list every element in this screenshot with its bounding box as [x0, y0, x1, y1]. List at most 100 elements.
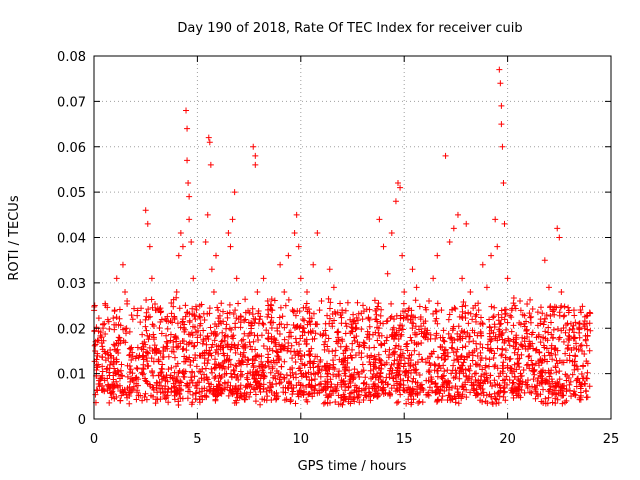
data-point: [110, 315, 117, 322]
data-point: [464, 377, 471, 384]
data-point: [390, 349, 397, 356]
data-point: [252, 386, 259, 393]
data-point: [240, 336, 247, 343]
data-point: [289, 307, 296, 314]
data-point: [191, 342, 198, 349]
data-point: [133, 396, 140, 403]
data-point: [196, 352, 203, 359]
data-point: [470, 382, 477, 389]
data-point: [281, 358, 288, 365]
data-point: [150, 372, 157, 379]
data-point: [558, 288, 565, 295]
data-point: [292, 400, 299, 407]
data-point: [486, 356, 493, 363]
data-point: [319, 386, 326, 393]
data-point: [213, 252, 220, 259]
data-point: [156, 325, 163, 332]
data-point: [530, 368, 537, 375]
data-point: [299, 316, 306, 323]
data-point: [436, 390, 443, 397]
data-point: [197, 314, 204, 321]
data-point: [251, 319, 258, 326]
data-point: [455, 400, 462, 407]
data-point: [383, 318, 390, 325]
data-point: [459, 303, 466, 310]
data-point: [268, 389, 275, 396]
data-point: [493, 396, 500, 403]
data-point: [140, 346, 147, 353]
data-point: [409, 325, 416, 332]
data-point: [252, 379, 259, 386]
data-point: [491, 321, 498, 328]
data-point: [517, 394, 524, 401]
data-point: [223, 370, 230, 377]
data-point: [418, 356, 425, 363]
data-point: [469, 316, 476, 323]
data-point: [502, 354, 509, 361]
data-point: [198, 375, 205, 382]
data-point: [526, 389, 533, 396]
data-point: [583, 313, 590, 320]
data-point: [432, 389, 439, 396]
data-point: [477, 384, 484, 391]
data-point: [235, 376, 242, 383]
data-point: [280, 345, 287, 352]
data-point: [225, 392, 232, 399]
data-point: [185, 180, 192, 187]
data-point: [241, 317, 248, 324]
data-point: [401, 354, 408, 361]
data-point: [541, 352, 548, 359]
data-point: [520, 367, 527, 374]
data-point: [525, 353, 532, 360]
data-point: [233, 275, 240, 282]
data-point: [526, 352, 533, 359]
data-point: [287, 381, 294, 388]
data-point: [187, 362, 194, 369]
data-point: [545, 367, 552, 374]
data-point: [407, 334, 414, 341]
data-point: [429, 387, 436, 394]
data-point: [366, 389, 373, 396]
data-point: [227, 382, 234, 389]
data-point: [571, 391, 578, 398]
data-point: [503, 373, 510, 380]
data-point: [144, 363, 151, 370]
data-point: [206, 347, 213, 354]
data-point: [375, 300, 382, 307]
data-point: [343, 364, 350, 371]
data-point: [300, 304, 307, 311]
data-point: [184, 382, 191, 389]
data-point: [344, 299, 351, 306]
data-point: [225, 229, 232, 236]
data-point: [531, 384, 538, 391]
data-point: [104, 304, 111, 311]
data-point: [290, 322, 297, 329]
data-point: [506, 342, 513, 349]
data-point: [432, 380, 439, 387]
data-point: [281, 375, 288, 382]
data-point: [407, 357, 414, 364]
data-point: [320, 330, 327, 337]
data-point: [111, 321, 118, 328]
data-point: [517, 307, 524, 314]
data-point: [211, 365, 218, 372]
data-point: [179, 338, 186, 345]
data-point: [253, 378, 260, 385]
data-point: [165, 366, 172, 373]
data-point: [260, 321, 267, 328]
data-point: [405, 307, 412, 314]
data-point: [196, 389, 203, 396]
data-point: [454, 389, 461, 396]
data-point: [128, 357, 135, 364]
data-point: [383, 359, 390, 366]
data-point: [215, 307, 222, 314]
data-point: [453, 352, 460, 359]
data-point: [308, 329, 315, 336]
data-point: [379, 385, 386, 392]
data-point: [248, 322, 255, 329]
data-point: [371, 297, 378, 304]
data-point: [239, 343, 246, 350]
data-point: [348, 389, 355, 396]
data-point: [497, 80, 504, 87]
data-point: [311, 376, 318, 383]
